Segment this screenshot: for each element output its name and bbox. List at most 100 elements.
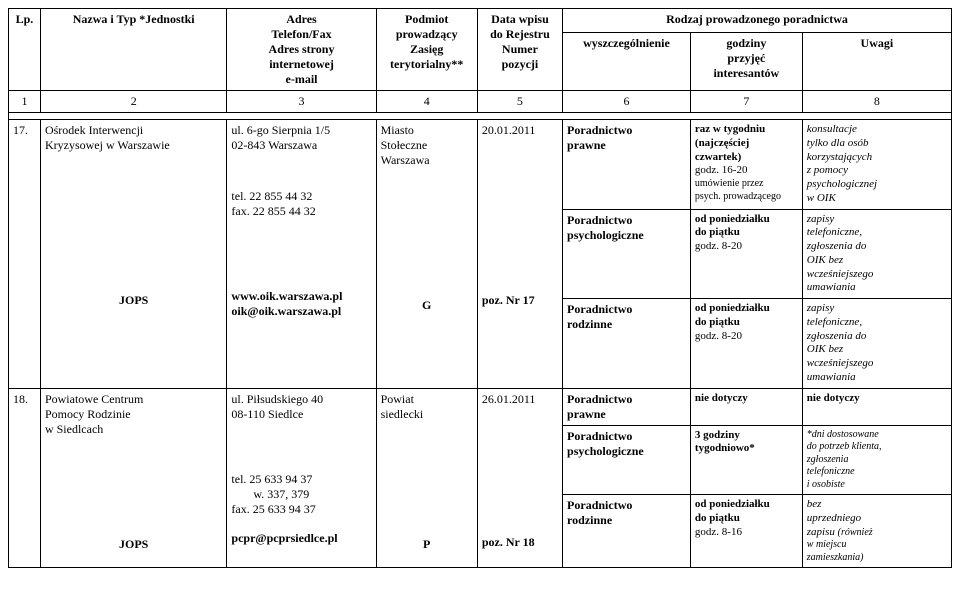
r17-g2-l3: godz. 8-20	[695, 240, 798, 254]
r17-p2-l1: Poradnictwo	[567, 213, 686, 228]
r18-nazwa-l2: Pomocy Rodzinie	[45, 407, 222, 422]
row-18-a: 18. Powiatowe Centrum Pomocy Rodzinie w …	[9, 388, 952, 425]
r17-u2-l5: wcześniejszego	[807, 268, 947, 282]
r18-adres-l2: 08-110 Siedlce	[231, 407, 371, 422]
h-nazwa: Nazwa i Typ *Jednostki	[40, 9, 226, 91]
r17-u3: zapisy telefoniczne, zgłoszenia do OIK b…	[802, 299, 951, 389]
r18-u2-l5: i osobiste	[807, 479, 947, 492]
h-data-l2: do Rejestru	[482, 27, 558, 42]
r17-u1: konsultacje tylko dla osób korzystającyc…	[802, 120, 951, 210]
h-lp: Lp.	[9, 9, 41, 91]
r17-u2-l3: zgłoszenia do	[807, 240, 947, 254]
r18-u3-l3a: zapisu	[807, 526, 838, 538]
r17-nazwa-l1: Ośrodek Interwencji	[45, 123, 222, 138]
r17-g1-l1: raz w tygodniu	[695, 123, 798, 137]
r17-g3-l1: od poniedziałku	[695, 302, 798, 316]
n6: 6	[563, 91, 691, 113]
r17-web1: www.oik.warszawa.pl	[231, 289, 371, 304]
n8: 8	[802, 91, 951, 113]
r18-u2: *dni dostosowane do potrzeb klienta, zgł…	[802, 425, 951, 495]
r18-u3-l3: zapisu (również	[807, 526, 947, 540]
r18-g3-l3: godz. 8-16	[695, 526, 798, 540]
data-table: Lp. Nazwa i Typ *Jednostki Adres Telefon…	[8, 8, 952, 568]
r18-g3-l1: od poniedziałku	[695, 498, 798, 512]
r18-p3-l2: rodzinne	[567, 513, 686, 528]
r18-u2-l4: telefoniczne	[807, 466, 947, 479]
r17-web2: oik@oik.warszawa.pl	[231, 304, 371, 319]
r18-u1: nie dotyczy	[802, 388, 951, 425]
r17-u1-l1: konsultacje	[807, 123, 947, 137]
r18-podm-l2: siedlecki	[381, 407, 473, 422]
h-podmiot-l3: Zasięg	[381, 42, 473, 57]
r18-g3-l2: do piątku	[695, 512, 798, 526]
r17-poz: poz. Nr 17	[482, 293, 558, 308]
h-data-l4: pozycji	[482, 57, 558, 72]
r18-p3-l1: Poradnictwo	[567, 498, 686, 513]
h-rodzaj-c1: wyszczególnienie	[563, 33, 691, 91]
r17-por2: Poradnictwo psychologiczne	[563, 209, 691, 299]
r18-u3-l1: bez	[807, 498, 947, 512]
r17-p1-l2: prawne	[567, 138, 686, 153]
r17-u2: zapisy telefoniczne, zgłoszenia do OIK b…	[802, 209, 951, 299]
r17-g1-l2: (najczęściej	[695, 137, 798, 151]
r17-g3-l2: do piątku	[695, 316, 798, 330]
r18-p2-l1: Poradnictwo	[567, 429, 686, 444]
h-podmiot-l2: prowadzący	[381, 27, 473, 42]
r17-p2-l2: psychologiczne	[567, 228, 686, 243]
h-rodzaj-c2-l2: przyjęć	[695, 51, 798, 66]
r18-u2-l1: *dni dostosowane	[807, 429, 947, 442]
r17-date: 20.01.2011	[482, 123, 558, 138]
spacer-row	[9, 113, 952, 120]
n1: 1	[9, 91, 41, 113]
r18-por3: Poradnictwo rodzinne	[563, 495, 691, 568]
h-podmiot: Podmiot prowadzący Zasięg terytorialny**	[376, 9, 477, 91]
r17-podm-l3: Warszawa	[381, 153, 473, 168]
h-adres-l3: Adres strony	[231, 42, 371, 57]
r18-u2-l3: zgłoszenia	[807, 454, 947, 467]
r17-adres-l2: 02-843 Warszawa	[231, 138, 371, 153]
r18-g3: od poniedziałku do piątku godz. 8-16	[690, 495, 802, 568]
n5: 5	[477, 91, 562, 113]
r18-nazwa-l3: w Siedlcach	[45, 422, 222, 437]
h-podmiot-l4: terytorialny**	[381, 57, 473, 72]
r18-nazwa: Powiatowe Centrum Pomocy Rodzinie w Sied…	[40, 388, 226, 568]
r17-u1-l3: korzystających	[807, 151, 947, 165]
r17-u1-l2: tylko dla osób	[807, 137, 947, 151]
n4: 4	[376, 91, 477, 113]
r18-w: w. 337, 379	[231, 487, 371, 502]
r17-u3-l3: zgłoszenia do	[807, 330, 947, 344]
r17-u1-l5: psychologicznej	[807, 178, 947, 192]
r17-zasieg: G	[381, 298, 473, 313]
r17-jops: JOPS	[45, 293, 222, 308]
n2: 2	[40, 91, 226, 113]
r17-g2-l2: do piątku	[695, 226, 798, 240]
r18-adres: ul. Piłsudskiego 40 08-110 Siedlce tel. …	[227, 388, 376, 568]
h-adres: Adres Telefon/Fax Adres strony interneto…	[227, 9, 376, 91]
r18-u3-l2: uprzedniego	[807, 512, 947, 526]
r17-u2-l4: OIK bez	[807, 254, 947, 268]
h-rodzaj-c2-l1: godziny	[695, 36, 798, 51]
r17-g1: raz w tygodniu (najczęściej czwartek) go…	[690, 120, 802, 210]
r17-podm-l2: Stołeczne	[381, 138, 473, 153]
r18-g2: 3 godziny tygodniowo*	[690, 425, 802, 495]
r17-g1-l6: psych. prowadzącego	[695, 191, 798, 204]
r18-p2-l2: psychologiczne	[567, 444, 686, 459]
r18-por2: Poradnictwo psychologiczne	[563, 425, 691, 495]
h-adres-l2: Telefon/Fax	[231, 27, 371, 42]
r18-data: 26.01.2011 poz. Nr 18	[477, 388, 562, 568]
r18-por1: Poradnictwo prawne	[563, 388, 691, 425]
h-rodzaj: Rodzaj prowadzonego poradnictwa	[563, 9, 952, 33]
n7: 7	[690, 91, 802, 113]
r17-p3-l1: Poradnictwo	[567, 302, 686, 317]
r18-date: 26.01.2011	[482, 392, 558, 407]
r18-jops: JOPS	[45, 537, 222, 552]
r17-adres-l1: ul. 6-go Sierpnia 1/5	[231, 123, 371, 138]
r18-g2-l1: 3 godziny	[695, 429, 798, 443]
r17-u2-l6: umawiania	[807, 281, 947, 295]
num-row: 1 2 3 4 5 6 7 8	[9, 91, 952, 113]
r17-data: 20.01.2011 poz. Nr 17	[477, 120, 562, 389]
r18-nazwa-l1: Powiatowe Centrum	[45, 392, 222, 407]
h-data-l1: Data wpisu	[482, 12, 558, 27]
r17-u3-l5: wcześniejszego	[807, 357, 947, 371]
r18-g2-l2: tygodniowo*	[695, 442, 798, 456]
